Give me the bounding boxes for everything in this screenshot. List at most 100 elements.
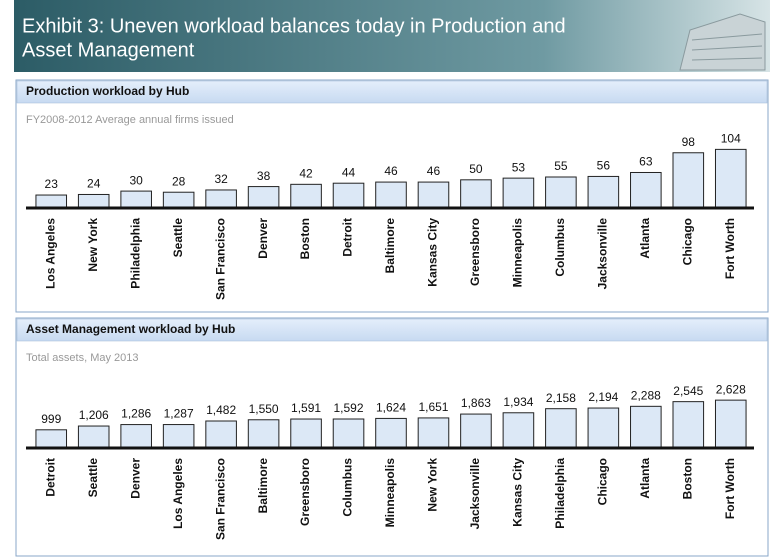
data-label: 53 — [512, 160, 526, 174]
exhibit-title-line: Asset Management — [22, 39, 195, 61]
bar — [332, 418, 365, 449]
data-label: 2,628 — [716, 382, 746, 396]
bar — [290, 183, 322, 209]
x-tick-label: Denver — [256, 218, 270, 259]
x-tick-label: Seattle — [171, 218, 185, 258]
x-tick-label: Los Angeles — [43, 218, 57, 289]
x-tick-label: Minneapolis — [383, 458, 397, 528]
bar — [35, 429, 68, 449]
data-label: 2,545 — [673, 384, 703, 398]
bar — [587, 407, 620, 449]
bar — [630, 405, 662, 449]
x-tick-label: Chicago — [680, 218, 694, 265]
bar — [247, 186, 280, 209]
data-label: 32 — [214, 172, 228, 186]
bar — [714, 148, 747, 209]
x-tick-label: Atlanta — [638, 458, 652, 499]
x-tick-label: Los Angeles — [171, 458, 185, 529]
data-label: 1,206 — [79, 408, 109, 422]
building — [679, 13, 766, 71]
data-label: 104 — [721, 132, 741, 146]
data-label: 42 — [299, 166, 313, 180]
x-tick-label: Philadelphia — [128, 218, 142, 289]
x-tick-label: Denver — [128, 458, 142, 499]
bar — [545, 176, 577, 209]
bar — [290, 418, 322, 449]
data-label: 2,158 — [546, 391, 576, 405]
bar — [502, 412, 535, 449]
x-tick-label: Boston — [680, 458, 694, 499]
x-tick-label: Columbus — [341, 458, 355, 517]
x-tick-label: Fort Worth — [723, 218, 737, 279]
data-label: 2,288 — [631, 388, 661, 402]
data-label: 1,624 — [376, 401, 406, 415]
bar — [460, 179, 492, 209]
x-tick-label: Baltimore — [256, 458, 270, 514]
bar — [332, 182, 365, 209]
x-tick-label: New York — [426, 458, 440, 512]
bar — [205, 420, 237, 449]
header-band — [14, 0, 770, 72]
bar — [672, 401, 705, 449]
x-tick-label: Atlanta — [638, 218, 652, 259]
bar — [77, 193, 110, 209]
data-label: 28 — [172, 174, 186, 188]
x-tick-label: Greensboro — [298, 458, 312, 526]
data-label: 999 — [41, 412, 61, 426]
data-label: 44 — [342, 165, 356, 179]
bar — [35, 194, 68, 209]
x-tick-label: Philadelphia — [553, 458, 567, 529]
bar — [417, 417, 450, 449]
panel-subtitle: Total assets, May 2013 — [26, 352, 139, 364]
panel-header — [16, 80, 768, 104]
bar — [247, 419, 280, 449]
bar — [460, 413, 492, 449]
data-label: 24 — [87, 177, 101, 191]
data-label: 50 — [469, 162, 483, 176]
x-tick-label: Jacksonville — [596, 218, 610, 290]
bar — [205, 189, 237, 209]
bar — [162, 191, 195, 209]
panel-header — [16, 318, 768, 342]
data-label: 63 — [639, 155, 653, 169]
x-tick-label: Kansas City — [426, 218, 440, 287]
x-tick-label: Kansas City — [511, 458, 525, 527]
x-tick-label: Greensboro — [468, 218, 482, 286]
bar — [502, 177, 535, 209]
x-tick-label: Detroit — [341, 218, 355, 257]
data-label: 1,591 — [291, 401, 321, 415]
bar — [77, 425, 110, 449]
x-tick-label: Jacksonville — [468, 458, 482, 530]
x-tick-label: Detroit — [43, 458, 57, 497]
bar — [162, 424, 195, 449]
data-label: 38 — [257, 169, 271, 183]
bar — [375, 181, 407, 209]
data-label: 1,934 — [503, 395, 533, 409]
bar — [375, 417, 407, 449]
bar — [120, 190, 152, 209]
data-label: 46 — [384, 164, 398, 178]
x-tick-label: Boston — [298, 218, 312, 259]
data-label: 1,863 — [461, 396, 491, 410]
x-tick-label: Baltimore — [383, 218, 397, 274]
x-tick-label: New York — [86, 218, 100, 272]
data-label: 55 — [554, 159, 568, 173]
x-tick-label: Columbus — [553, 218, 567, 277]
data-label: 23 — [45, 177, 59, 191]
x-tick-label: Minneapolis — [511, 218, 525, 288]
data-label: 56 — [597, 159, 611, 173]
bar — [587, 175, 620, 209]
data-label: 1,651 — [418, 400, 448, 414]
data-label: 30 — [129, 173, 143, 187]
x-tick-label: San Francisco — [213, 218, 227, 300]
data-label: 2,194 — [588, 390, 618, 404]
bar — [417, 181, 450, 209]
data-label: 1,482 — [206, 403, 236, 417]
panel-subtitle: FY2008-2012 Average annual firms issued — [26, 114, 234, 126]
bar — [120, 424, 152, 449]
x-tick-label: Chicago — [596, 458, 610, 505]
x-tick-label: Seattle — [86, 458, 100, 498]
x-tick-label: San Francisco — [213, 458, 227, 540]
bar — [714, 399, 747, 449]
